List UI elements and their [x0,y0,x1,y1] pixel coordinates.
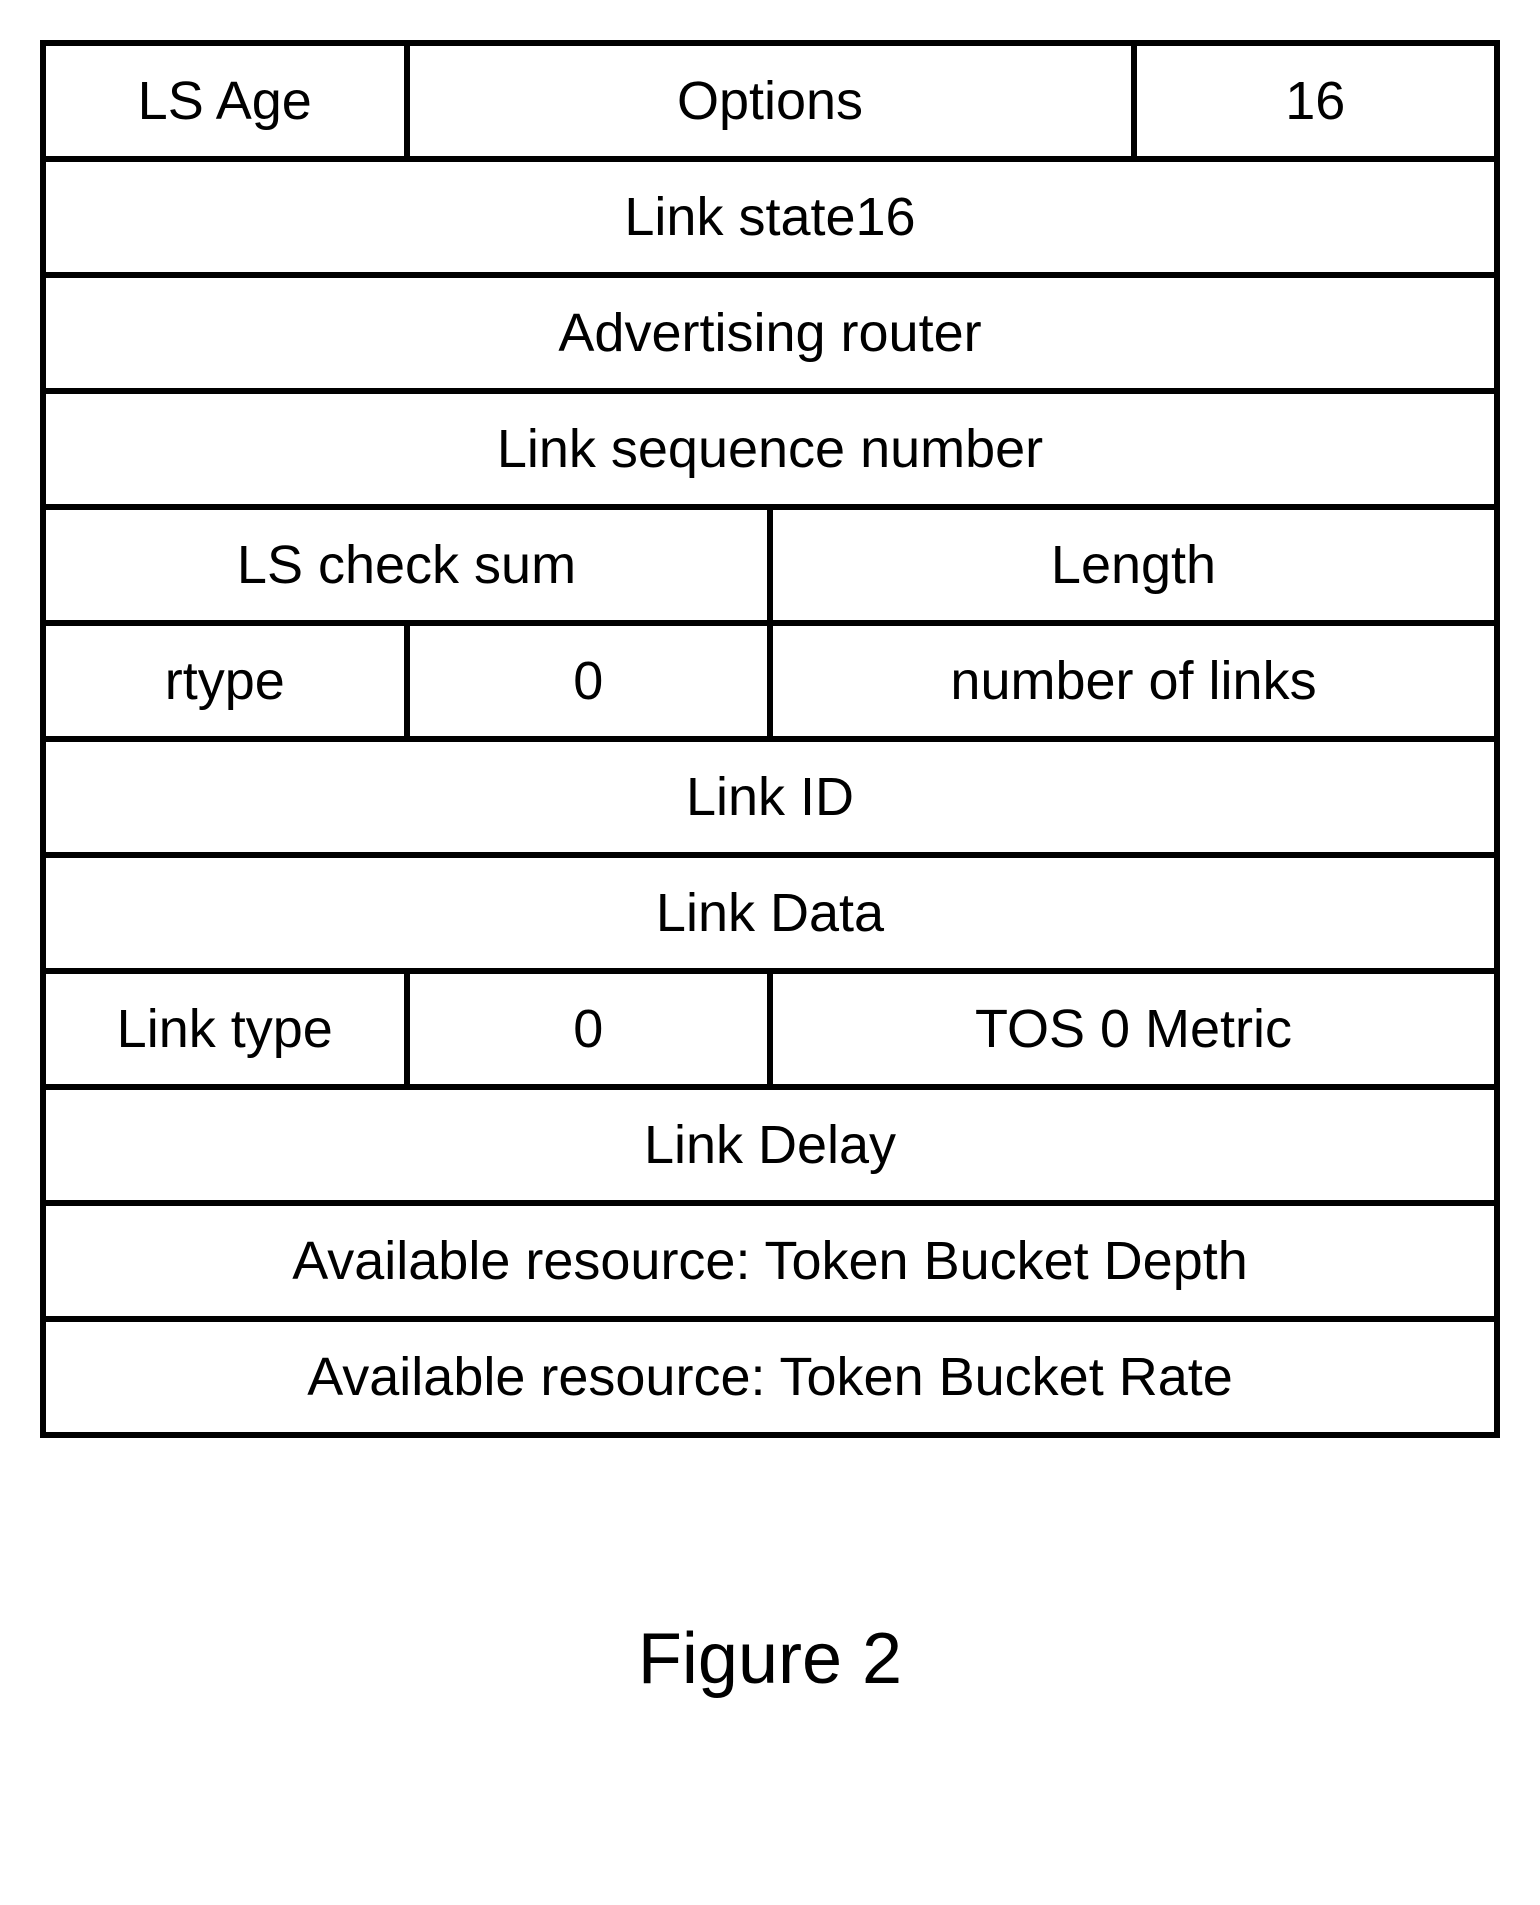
table-row: Link ID [43,739,1497,855]
cell-link-id: Link ID [43,739,1497,855]
cell-link-delay: Link Delay [43,1087,1497,1203]
cell-length: Length [770,507,1497,623]
table-row: Link state16 [43,159,1497,275]
table-row: Link sequence number [43,391,1497,507]
cell-advertising-router: Advertising router [43,275,1497,391]
table-row: rtype 0 number of links [43,623,1497,739]
cell-link-state16: Link state16 [43,159,1497,275]
cell-number-of-links: number of links [770,623,1497,739]
cell-link-data: Link Data [43,855,1497,971]
table-row: Link Delay [43,1087,1497,1203]
cell-token-bucket-rate: Available resource: Token Bucket Rate [43,1319,1497,1435]
table-row: Available resource: Token Bucket Rate [43,1319,1497,1435]
cell-options: Options [407,43,1134,159]
packet-structure-table: LS Age Options 16 Link state16 Advertisi… [40,40,1500,1438]
cell-rtype: rtype [43,623,407,739]
cell-link-type: Link type [43,971,407,1087]
table-row: Link type 0 TOS 0 Metric [43,971,1497,1087]
cell-link-sequence-number: Link sequence number [43,391,1497,507]
cell-zero: 0 [407,971,771,1087]
figure-caption: Figure 2 [40,1618,1500,1700]
table-row: Available resource: Token Bucket Depth [43,1203,1497,1319]
cell-tos-0-metric: TOS 0 Metric [770,971,1497,1087]
cell-token-bucket-depth: Available resource: Token Bucket Depth [43,1203,1497,1319]
cell-16: 16 [1134,43,1498,159]
cell-zero: 0 [407,623,771,739]
table-row: LS check sum Length [43,507,1497,623]
table-row: Link Data [43,855,1497,971]
table-row: LS Age Options 16 [43,43,1497,159]
table-row: Advertising router [43,275,1497,391]
cell-ls-age: LS Age [43,43,407,159]
cell-ls-check-sum: LS check sum [43,507,770,623]
